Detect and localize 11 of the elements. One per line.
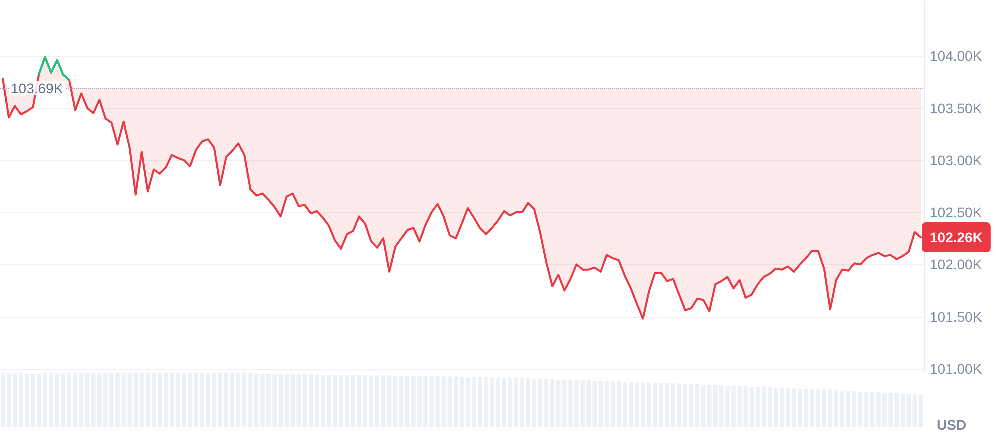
- line-series: [38, 56, 70, 82]
- y-tick-label: 101.00K: [930, 360, 983, 377]
- ref-line-label: 103.69K: [11, 80, 64, 97]
- y-tick-label: 104.00K: [930, 48, 983, 64]
- y-tick-label: 102.50K: [930, 204, 983, 221]
- y-tick-label: 101.50K: [930, 308, 983, 325]
- y-tick-label: 102.00K: [930, 256, 983, 273]
- y-tick-label: 103.50K: [930, 100, 983, 116]
- y-axis-title: USD: [937, 417, 967, 433]
- y-tick-label: 103.00K: [930, 152, 983, 168]
- text: 102.26K: [930, 230, 983, 246]
